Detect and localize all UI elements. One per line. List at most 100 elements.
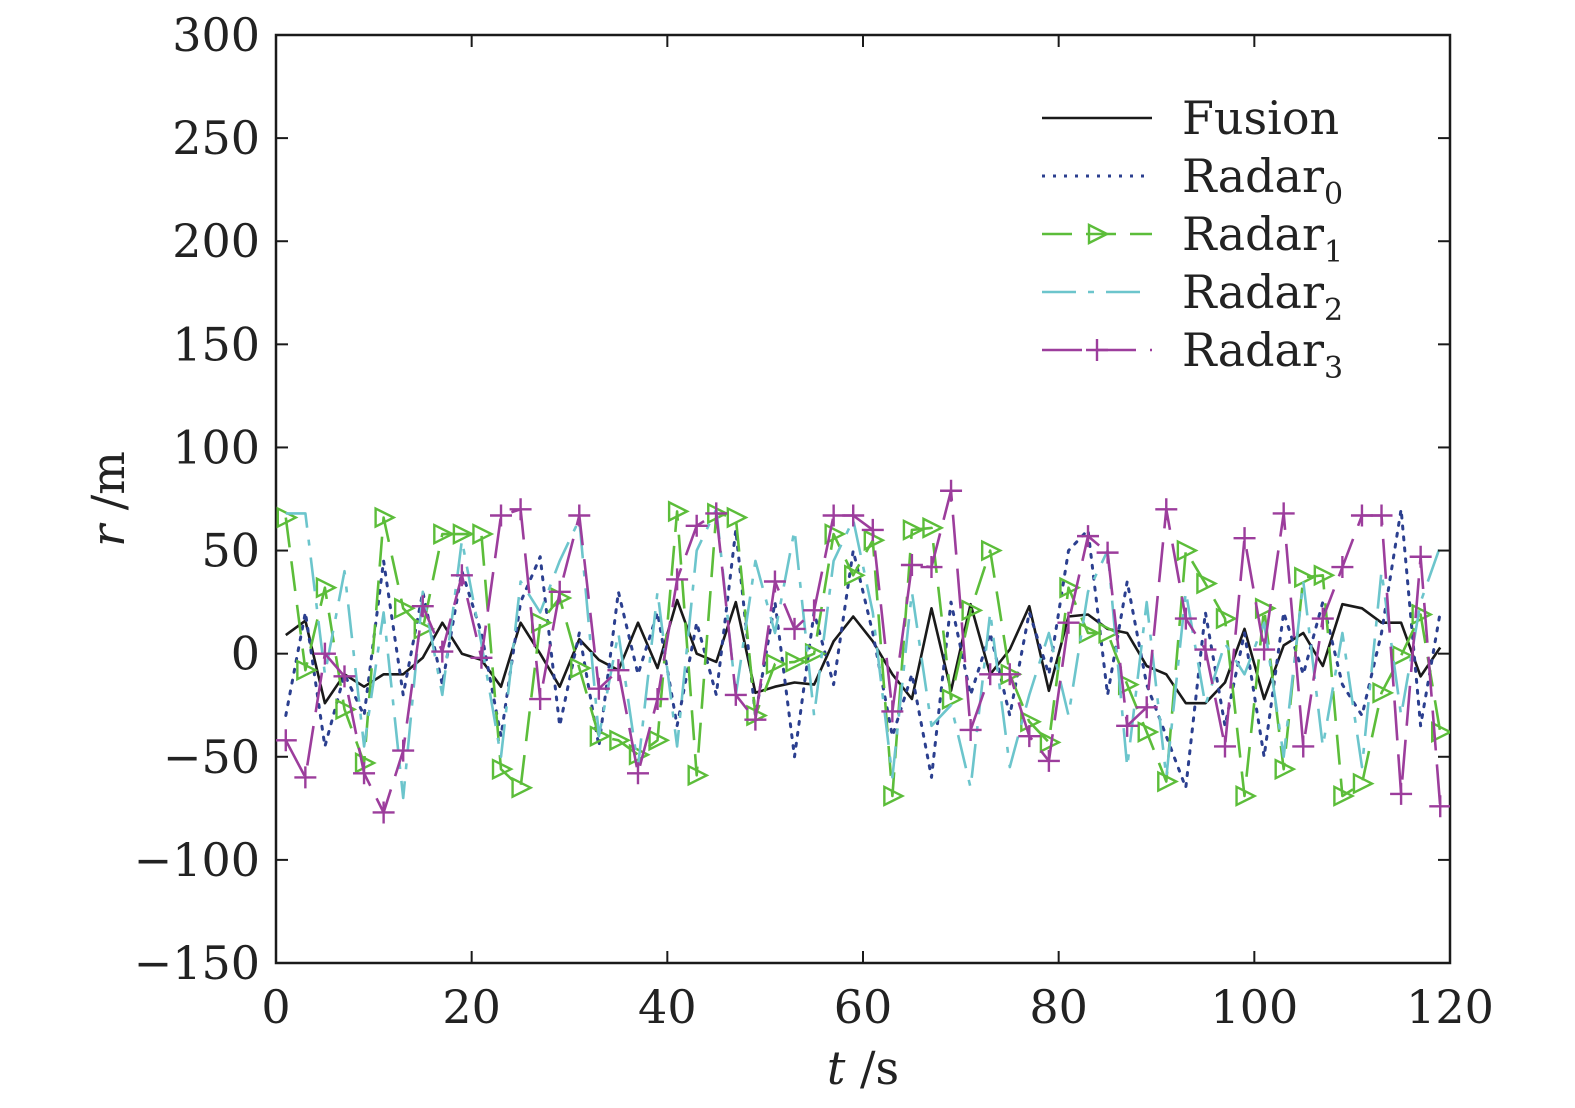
- data-point-marker: [1331, 556, 1354, 579]
- x-axis-var: t: [827, 1041, 846, 1095]
- y-tick-label: 300: [172, 8, 260, 62]
- y-axis-unit: /m: [81, 451, 135, 525]
- y-tick-label: −150: [134, 936, 260, 990]
- data-point-marker: [472, 523, 495, 545]
- y-tick-label: 0: [231, 627, 260, 681]
- data-point-marker: [881, 700, 904, 723]
- data-point-marker: [431, 640, 454, 663]
- y-tick-label: 200: [172, 214, 260, 268]
- data-point-marker: [1333, 785, 1356, 807]
- data-point-marker: [1350, 504, 1373, 527]
- series-4: [276, 479, 1450, 824]
- data-point-marker: [529, 688, 552, 711]
- data-point-marker: [1272, 502, 1295, 525]
- data-point-marker: [765, 653, 788, 675]
- data-point-marker: [568, 504, 591, 527]
- data-point-marker: [1391, 644, 1414, 667]
- axis-ticks: 0 20 40 60 80 100 120 −150 −100 −50 0 50 100 150 200 25…: [134, 8, 1494, 1034]
- data-point-marker: [353, 762, 376, 785]
- data-point-marker: [313, 642, 336, 665]
- data-point-marker: [1215, 607, 1238, 630]
- x-tick-label: 0: [261, 980, 290, 1034]
- series-line: [284, 510, 1442, 798]
- data-point-marker: [276, 729, 297, 752]
- data-point-marker: [842, 504, 865, 527]
- data-point-marker: [1098, 622, 1121, 644]
- data-point-marker: [726, 506, 749, 529]
- data-point-marker: [1096, 541, 1119, 564]
- data-point-marker: [1196, 572, 1219, 595]
- data-point-marker: [705, 502, 728, 525]
- x-tick-label: 100: [1210, 980, 1298, 1034]
- data-point-marker: [433, 523, 456, 545]
- data-point-marker: [1311, 607, 1334, 630]
- data-point-marker: [804, 642, 827, 665]
- y-tick-label: −50: [163, 730, 260, 784]
- data-point-marker: [1352, 772, 1375, 795]
- data-point-marker: [335, 698, 358, 721]
- data-point-marker: [961, 599, 984, 622]
- data-point-marker: [1411, 603, 1434, 626]
- data-point-marker: [1233, 527, 1256, 550]
- y-tick-label: 100: [172, 420, 260, 474]
- series-3: [285, 507, 1442, 800]
- data-point-marker: [998, 663, 1021, 686]
- data-point-marker: [900, 553, 923, 576]
- series-2: [276, 500, 1450, 807]
- data-point-marker: [1057, 611, 1080, 634]
- data-point-marker: [587, 677, 610, 700]
- data-point-marker: [822, 504, 845, 527]
- data-point-marker: [1037, 749, 1060, 772]
- data-point-marker: [1194, 638, 1217, 661]
- data-point-marker: [1409, 545, 1432, 568]
- series-line: [285, 598, 1442, 705]
- legend-entry: Radar0: [1042, 149, 1343, 212]
- data-point-marker: [687, 764, 710, 787]
- data-point-marker: [724, 683, 747, 706]
- series-1: [284, 507, 1442, 790]
- data-point-marker: [902, 518, 925, 541]
- data-point-marker: [980, 539, 1003, 562]
- x-tick-label: 40: [638, 980, 697, 1034]
- data-point-marker: [1137, 721, 1160, 743]
- x-axis-unit: /s: [845, 1041, 899, 1095]
- data-point-marker: [491, 758, 514, 781]
- data-point-marker: [646, 688, 669, 711]
- data-point-marker: [1059, 576, 1082, 599]
- data-point-marker: [452, 523, 475, 545]
- legend-entry: Fusion: [1042, 91, 1339, 145]
- x-axis-label: t /s: [827, 1041, 899, 1095]
- legend-label: Radar0: [1182, 149, 1343, 212]
- data-point-marker: [1116, 714, 1139, 737]
- data-point-marker: [1235, 785, 1258, 807]
- x-tick-label: 60: [834, 980, 893, 1034]
- data-point-marker: [979, 663, 1002, 686]
- legend-label: Radar1: [1182, 207, 1343, 270]
- data-point-marker: [666, 568, 689, 591]
- data-point-marker: [333, 665, 356, 688]
- data-point-marker: [1077, 525, 1100, 548]
- data-point-marker: [1174, 607, 1197, 630]
- data-point-marker: [1155, 498, 1178, 521]
- y-tick-label: 150: [172, 317, 260, 371]
- data-point-marker: [1313, 564, 1336, 587]
- legend-entry: Radar1: [1042, 207, 1343, 270]
- data-point-marker: [1390, 782, 1413, 805]
- data-point-marker: [824, 523, 847, 545]
- data-point-marker: [1429, 795, 1450, 818]
- data-point-marker: [607, 659, 630, 682]
- data-point-marker: [570, 657, 592, 680]
- x-tick-label: 80: [1029, 980, 1088, 1034]
- data-point-marker: [959, 718, 982, 741]
- data-point-marker: [411, 595, 434, 618]
- data-point-marker: [470, 646, 493, 669]
- data-point-marker: [393, 597, 416, 620]
- legend-label: Radar3: [1182, 323, 1343, 386]
- series-line: [284, 489, 1442, 814]
- data-point-marker: [1372, 681, 1395, 704]
- data-point-marker: [844, 564, 866, 587]
- y-tick-label: −100: [134, 833, 260, 887]
- data-point-marker: [744, 708, 767, 731]
- data-point-marker: [783, 617, 806, 640]
